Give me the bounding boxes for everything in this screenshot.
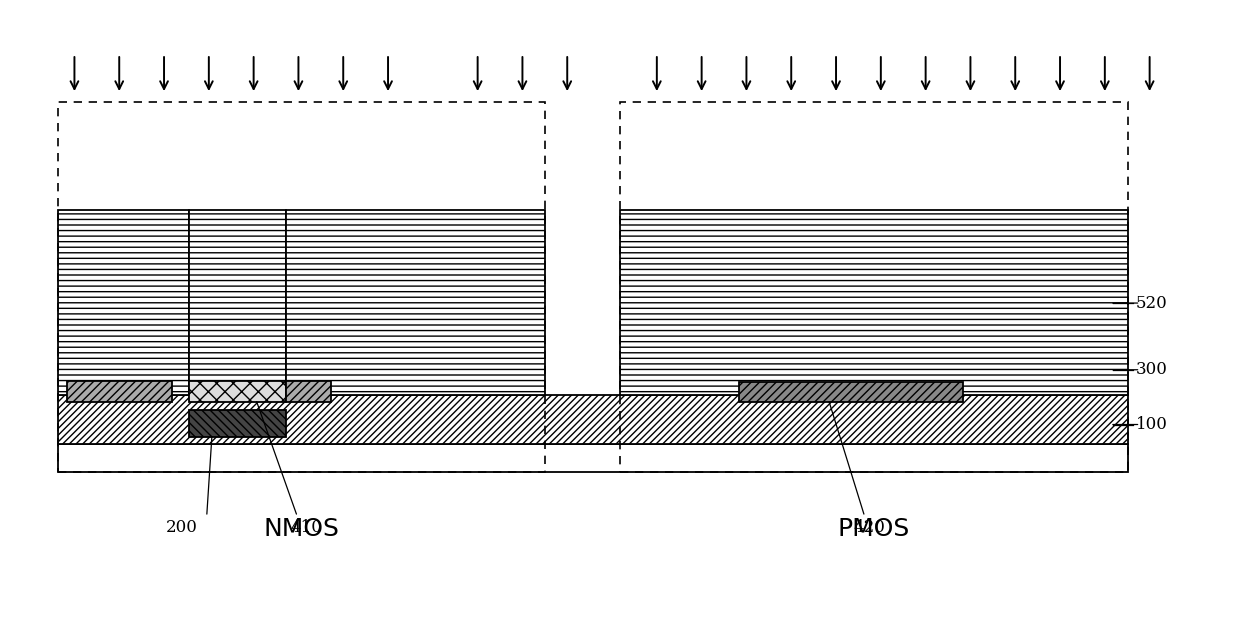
Text: 520: 520 [1136, 294, 1167, 311]
Bar [620, 102, 1127, 472]
Text: 420: 420 [853, 519, 885, 536]
Bar [57, 211, 188, 394]
Bar [620, 211, 1127, 394]
Bar [188, 381, 286, 402]
Bar [57, 394, 1127, 444]
Bar [286, 211, 546, 394]
Text: 410: 410 [290, 519, 322, 536]
Bar [286, 381, 331, 402]
Bar [188, 409, 286, 437]
Text: PMOS: PMOS [838, 517, 910, 541]
Bar [57, 102, 546, 472]
Text: 100: 100 [1136, 416, 1168, 433]
Text: 200: 200 [166, 519, 198, 536]
Text: NMOS: NMOS [263, 517, 340, 541]
Bar [67, 381, 172, 402]
Bar [57, 444, 1127, 472]
Bar [188, 211, 286, 394]
Text: 300: 300 [1136, 361, 1168, 378]
Bar [739, 382, 963, 402]
